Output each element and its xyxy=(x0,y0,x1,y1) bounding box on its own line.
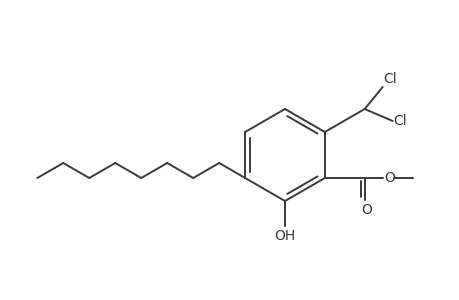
Text: OH: OH xyxy=(274,229,295,243)
Text: O: O xyxy=(383,171,394,185)
Text: Cl: Cl xyxy=(383,72,397,86)
Text: Cl: Cl xyxy=(393,114,406,128)
Text: O: O xyxy=(361,203,371,217)
